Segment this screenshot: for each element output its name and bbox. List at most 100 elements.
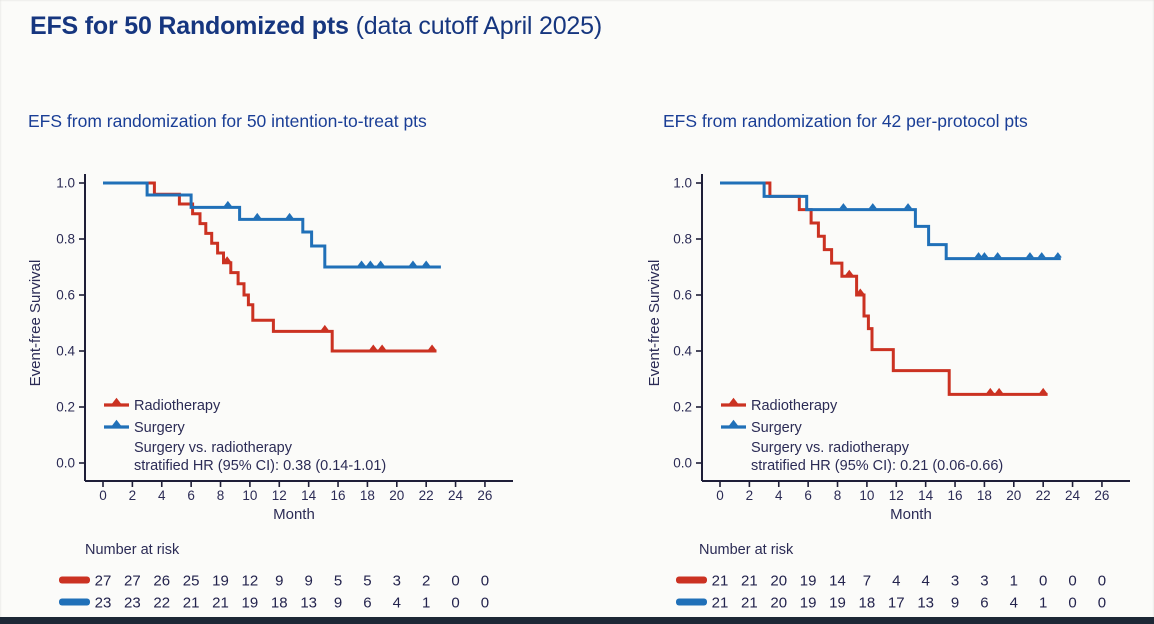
x-tick-label: 14 <box>918 488 934 503</box>
km-curve-radiotherapy <box>720 181 1048 396</box>
censor-mark <box>428 344 437 350</box>
risk-value: 17 <box>888 595 905 612</box>
risk-value: 1 <box>1010 573 1018 590</box>
censor-mark <box>253 212 262 219</box>
censor-mark <box>1039 387 1048 394</box>
x-tick-label: 0 <box>716 488 724 503</box>
x-tick-label: 24 <box>1065 488 1081 503</box>
y-tick-label: 1.0 <box>56 176 75 191</box>
x-tick-label: 6 <box>804 488 812 503</box>
risk-value: 4 <box>892 573 900 590</box>
censor-mark <box>285 212 294 219</box>
censor-mark <box>378 344 387 350</box>
legend-note-line: stratified HR (95% CI): 0.21 (0.06-0.66) <box>751 458 1003 474</box>
x-tick-label: 20 <box>1006 488 1021 503</box>
risk-value: 0 <box>1068 595 1076 612</box>
risk-value: 14 <box>829 573 846 590</box>
risk-value: 5 <box>334 573 342 590</box>
km-chart-pp: 0 2 4 6 8 10 12 14 16 18 20 22 24 26Month1.00.80.60.4… <box>646 174 1130 612</box>
x-tick-label: 10 <box>859 488 874 503</box>
risk-value: 22 <box>153 595 170 612</box>
risk-value: 1 <box>422 595 430 612</box>
x-tick-label: 16 <box>331 488 346 503</box>
risk-value: 19 <box>242 595 259 612</box>
y-tick-label: 0.8 <box>56 232 75 247</box>
censor-mark <box>1053 252 1062 258</box>
risk-value: 0 <box>451 573 459 590</box>
km-chart-itt: 0 2 4 6 8 10 12 14 16 18 20 22 24 26Month1.00.80.60.4… <box>27 174 513 612</box>
censor-mark <box>1037 252 1046 258</box>
legend-label: Radiotherapy <box>751 398 838 414</box>
risk-value: 0 <box>481 573 489 590</box>
y-tick-label: 0.0 <box>673 456 692 471</box>
censor-mark <box>974 252 983 258</box>
risk-value: 0 <box>1039 573 1047 590</box>
x-tick-label: 12 <box>272 488 287 503</box>
risk-value: 21 <box>212 595 229 612</box>
risk-value: 27 <box>95 573 112 590</box>
censor-mark <box>408 260 417 266</box>
risk-value: 2 <box>422 573 430 590</box>
censor-mark <box>839 203 848 209</box>
risk-value: 9 <box>334 595 342 612</box>
risk-value: 3 <box>980 573 988 590</box>
legend-note-line: Surgery vs. radiotherapy <box>751 440 910 456</box>
chart-subtitle-itt: EFS from randomization for 50 intention-… <box>28 111 427 131</box>
risk-value: 6 <box>363 595 371 612</box>
legend-label: Surgery <box>751 420 803 436</box>
x-tick-label: 12 <box>889 488 904 503</box>
x-tick-label: 18 <box>977 488 992 503</box>
censor-mark <box>369 344 378 350</box>
risk-row-swatch-radiotherapy <box>59 576 90 584</box>
chart-subtitle-pp: EFS from randomization for 42 per-protoc… <box>663 111 1028 131</box>
legend-censor-icon <box>729 397 738 404</box>
risk-table-title: Number at risk <box>699 542 794 558</box>
km-curve-surgery <box>720 181 1061 261</box>
x-tick-label: 20 <box>389 488 404 503</box>
risk-value: 27 <box>124 573 141 590</box>
risk-value: 20 <box>770 573 787 590</box>
censor-mark <box>223 200 232 207</box>
x-tick-label: 26 <box>477 488 492 503</box>
risk-value: 4 <box>921 573 929 590</box>
risk-value: 6 <box>980 595 988 612</box>
x-tick-label: 22 <box>1036 488 1051 503</box>
risk-value: 18 <box>271 595 288 612</box>
censor-mark <box>376 260 385 266</box>
km-curve-surgery <box>103 181 441 269</box>
risk-value: 20 <box>770 595 787 612</box>
legend-label: Radiotherapy <box>134 398 221 414</box>
y-tick-label: 0.4 <box>56 344 75 359</box>
risk-value: 25 <box>183 573 200 590</box>
y-tick-label: 0.0 <box>56 456 75 471</box>
legend-censor-icon <box>729 419 738 426</box>
risk-value: 9 <box>304 573 312 590</box>
risk-value: 0 <box>1098 595 1106 612</box>
x-tick-label: 26 <box>1094 488 1109 503</box>
censor-mark <box>980 252 989 258</box>
risk-value: 26 <box>153 573 170 590</box>
risk-value: 0 <box>481 595 489 612</box>
risk-table-title: Number at risk <box>85 542 180 558</box>
censor-mark <box>1025 252 1034 258</box>
risk-value: 4 <box>1010 595 1018 612</box>
risk-value: 21 <box>183 595 200 612</box>
risk-value: 13 <box>300 595 317 612</box>
risk-value: 21 <box>712 595 729 612</box>
risk-value: 0 <box>451 595 459 612</box>
censor-mark <box>845 269 854 276</box>
slide-footer-bar <box>0 617 1154 624</box>
censor-mark <box>904 203 913 209</box>
risk-value: 21 <box>712 573 729 590</box>
censor-mark <box>986 387 995 394</box>
censor-mark <box>223 256 232 262</box>
x-tick-label: 18 <box>360 488 375 503</box>
risk-value: 0 <box>1098 573 1106 590</box>
x-tick-label: 4 <box>158 488 166 503</box>
y-tick-label: 1.0 <box>673 176 692 191</box>
legend-censor-icon <box>112 397 121 404</box>
page-title-main: EFS for 50 Randomized pts <box>30 12 349 40</box>
risk-value: 21 <box>741 573 758 590</box>
risk-value: 13 <box>917 595 934 612</box>
